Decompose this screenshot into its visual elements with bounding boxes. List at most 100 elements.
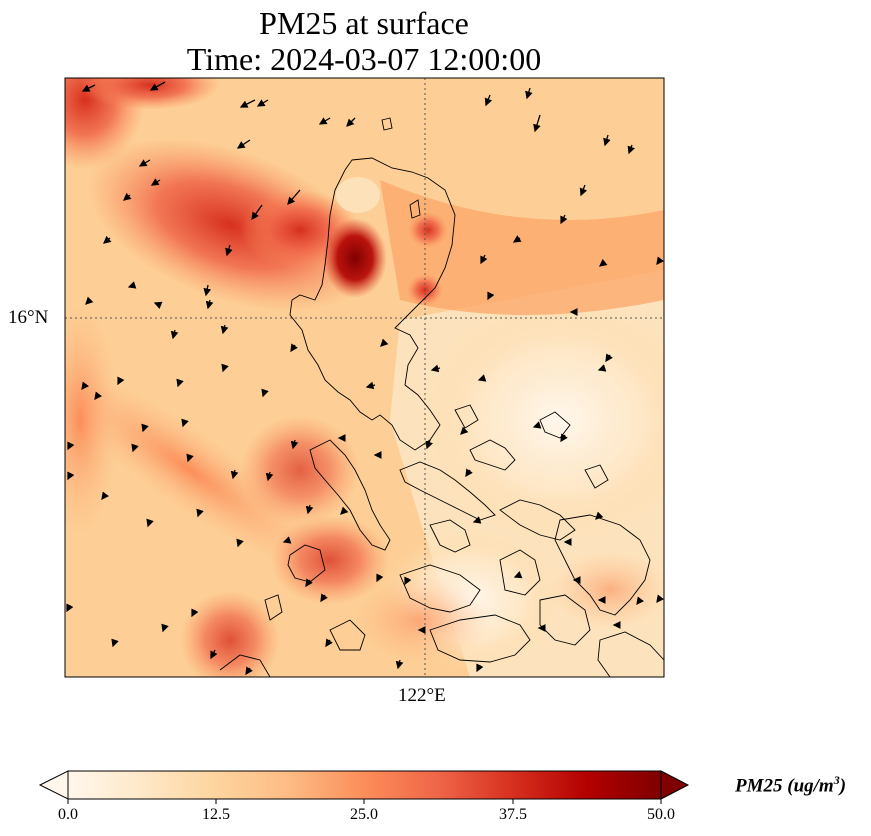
coastlines xyxy=(219,117,664,677)
colorbar-title: PM25 (ug/m3) xyxy=(735,773,846,797)
colorbar-tick-label: 12.5 xyxy=(202,806,230,823)
wind-arrow xyxy=(66,603,74,613)
wind-arrow xyxy=(365,381,376,390)
wind-arrow xyxy=(512,235,522,243)
lon-tick-label: 122°E xyxy=(398,685,446,706)
wind-arrow xyxy=(472,516,482,524)
wind-arrow xyxy=(287,189,301,205)
wind-arrow xyxy=(636,596,645,606)
wind-arrow xyxy=(146,518,154,528)
wind-arrow xyxy=(325,638,333,648)
wind-arrow xyxy=(404,576,412,586)
colorbar-title-main: PM25 (ug/m xyxy=(735,775,834,797)
wind-arrow xyxy=(395,659,404,670)
wind-arrow xyxy=(170,329,179,340)
wind-arrow xyxy=(123,192,132,201)
wind-arrow xyxy=(81,381,90,391)
wind-arrow xyxy=(117,376,125,386)
wind-arrow xyxy=(221,363,229,373)
wind-arrow xyxy=(480,254,488,265)
wind-arrow xyxy=(196,508,204,518)
wind-arrow xyxy=(598,258,608,267)
colorbar-tick-label: 25.0 xyxy=(350,806,378,823)
wind-arrow xyxy=(282,536,292,544)
wind-arrow xyxy=(131,443,139,453)
wind-arrow xyxy=(340,506,349,515)
wind-arrow xyxy=(138,159,151,167)
wind-arrow xyxy=(186,453,194,463)
wind-arrow xyxy=(149,81,166,91)
wind-arrow xyxy=(67,471,75,481)
wind-arrow xyxy=(67,441,75,451)
wind-arrow xyxy=(176,378,184,388)
wind-arrow xyxy=(376,573,384,583)
wind-arrow xyxy=(525,87,533,100)
map-frame xyxy=(64,77,665,678)
wind-arrow xyxy=(627,144,635,155)
wind-arrow xyxy=(220,324,229,335)
wind-arrow xyxy=(94,391,103,401)
wind-arrow xyxy=(205,299,214,310)
colorbar-title-sup: 3 xyxy=(833,773,840,787)
wind-arrow xyxy=(210,649,218,660)
wind-arrow xyxy=(127,281,137,289)
wind-arrow xyxy=(261,388,269,398)
wind-arrow xyxy=(103,235,112,244)
colorbar-tick-label: 0.0 xyxy=(58,806,78,823)
wind-arrow xyxy=(239,99,256,108)
wind-arrow xyxy=(656,594,665,604)
wind-arrow xyxy=(230,469,239,480)
wind-arrow xyxy=(425,439,433,450)
wind-arrow xyxy=(346,117,356,127)
wind-arrow xyxy=(477,374,487,382)
wind-arrow xyxy=(533,114,541,133)
wind-arrow xyxy=(290,439,299,450)
wind-arrow xyxy=(532,421,542,429)
wind-arrow xyxy=(318,117,331,125)
wind-arrow xyxy=(603,134,611,147)
wind-arrow xyxy=(484,94,493,107)
wind-arrow xyxy=(153,301,163,310)
wind-arrow xyxy=(181,418,189,428)
wind-arrow xyxy=(560,214,568,225)
wind-arrow xyxy=(245,666,253,676)
wind-arrow xyxy=(305,504,314,515)
wind-arrow xyxy=(161,623,169,633)
map-title-line-2: Time: 2024-03-07 12:00:00 xyxy=(186,41,542,77)
wind-arrow xyxy=(460,426,469,435)
wind-arrow xyxy=(476,663,484,673)
wind-arrow xyxy=(430,364,441,373)
wind-arrow xyxy=(191,608,199,618)
wind-arrow xyxy=(595,511,604,520)
map-title-line-1: PM25 at surface xyxy=(259,5,469,41)
wind-arrow xyxy=(465,468,473,478)
colorbar-tick-label: 37.5 xyxy=(499,806,527,823)
wind-arrow xyxy=(236,139,251,149)
wind-arrow xyxy=(101,491,110,501)
wind-arrow xyxy=(605,353,613,363)
wind-arrow xyxy=(265,471,274,482)
wind-arrow xyxy=(320,593,328,603)
wind-arrow xyxy=(141,423,149,433)
colorbar-gradient xyxy=(67,770,662,800)
wind-arrow xyxy=(111,638,119,648)
wind-vectors xyxy=(66,81,665,676)
colorbar-tick-label: 50.0 xyxy=(647,806,675,823)
colorbar-title-end: ) xyxy=(839,775,847,797)
lat-tick-label: 16°N xyxy=(8,307,49,328)
wind-arrow xyxy=(225,244,233,257)
wind-arrow xyxy=(380,338,389,347)
wind-arrow xyxy=(560,433,568,443)
wind-arrow xyxy=(81,84,96,92)
wind-arrow xyxy=(579,184,588,197)
wind-arrow xyxy=(256,99,269,107)
colorbar-max-extension xyxy=(660,770,690,800)
wind-arrow xyxy=(236,538,244,548)
wind-arrow xyxy=(150,178,161,186)
wind-arrow xyxy=(305,578,313,588)
wind-arrow xyxy=(597,364,607,372)
wind-arrow xyxy=(656,256,665,266)
wind-arrow xyxy=(487,291,495,301)
